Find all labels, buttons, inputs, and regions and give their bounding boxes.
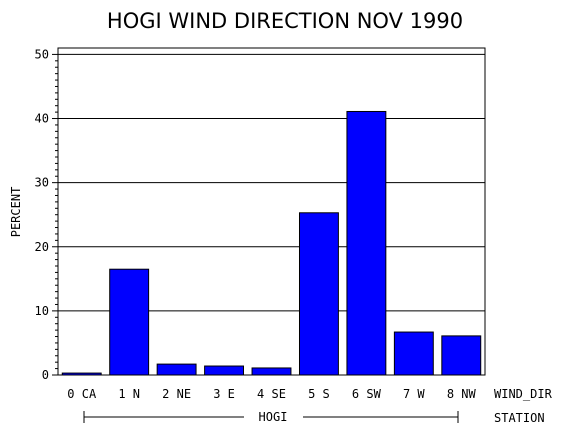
bar <box>346 110 387 376</box>
y-tick-label: 0 <box>42 368 49 382</box>
x-tick-label: 2 NE <box>162 387 191 401</box>
group-axis-label: STATION <box>494 411 545 425</box>
x-tick-label: 6 SW <box>352 387 382 401</box>
bar <box>298 212 339 376</box>
bar <box>156 363 197 376</box>
y-axis-ticks: 0 10 20 30 40 50 <box>35 47 58 382</box>
group-label: HOGI <box>259 410 288 424</box>
x-tick-label: 8 NW <box>447 387 477 401</box>
y-axis-label: PERCENT <box>9 187 23 238</box>
x-tick-label: 7 W <box>403 387 425 401</box>
x-tick-label: 5 S <box>308 387 330 401</box>
gridlines <box>58 53 485 312</box>
bars <box>61 110 482 376</box>
x-axis-label: WIND_DIR <box>494 387 553 401</box>
y-tick-label: 10 <box>35 304 49 318</box>
x-tick-label: 0 CA <box>67 387 97 401</box>
x-axis-ticks: 0 CA 1 N 2 NE 3 E 4 SE 5 S 6 SW 7 W 8 NW <box>67 387 476 401</box>
bar <box>204 365 245 376</box>
plot-frame <box>57 47 486 376</box>
bar <box>109 268 150 376</box>
bar <box>251 367 292 376</box>
y-tick-label: 40 <box>35 112 49 126</box>
x-tick-label: 3 E <box>213 387 235 401</box>
y-tick-label: 30 <box>35 176 49 190</box>
chart-title: HOGI WIND DIRECTION NOV 1990 <box>107 9 463 33</box>
y-tick-label: 50 <box>35 47 49 61</box>
x-tick-label: 1 N <box>118 387 140 401</box>
bar <box>393 331 434 376</box>
bar <box>441 335 482 376</box>
x-tick-label: 4 SE <box>257 387 286 401</box>
y-tick-label: 20 <box>35 240 49 254</box>
